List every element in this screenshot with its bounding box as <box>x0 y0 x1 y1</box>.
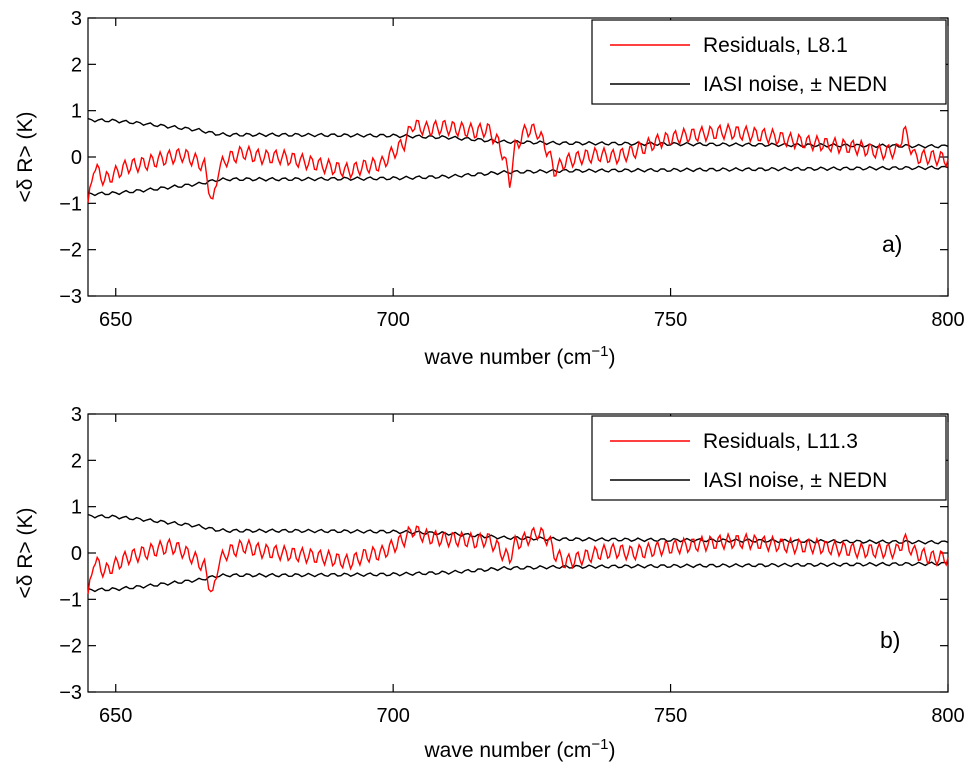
y-tick-label: −3 <box>59 286 82 308</box>
y-axis-label: <δ R> (K) <box>14 111 37 202</box>
legend-label-residuals: Residuals, L11.3 <box>703 430 858 453</box>
series-line-residuals <box>87 525 949 595</box>
x-axis-label: wave number (cm−1) <box>424 736 616 763</box>
y-tick-label: −1 <box>59 589 82 611</box>
panel-a: 650 700 750 800 −3 −2 −1 0 1 2 3 Residuals, L8.1 I… <box>14 8 965 369</box>
x-tick-label: 800 <box>931 309 964 331</box>
x-tick-label: 750 <box>654 705 687 727</box>
series-line-noise-upper <box>87 117 949 149</box>
x-tick-label: 650 <box>99 309 132 331</box>
y-tick-label: 0 <box>71 147 82 169</box>
legend: Residuals, L11.3 IASI noise, ± NEDN <box>591 415 947 501</box>
legend-label-noise: IASI noise, ± NEDN <box>703 73 887 96</box>
panel-b: 650 700 750 800 −3 −2 −1 0 1 2 3 Residuals, L11.3 … <box>14 404 965 762</box>
legend-box <box>591 19 947 105</box>
x-axis-label-sup: −1 <box>591 736 608 753</box>
x-tick-label: 700 <box>376 309 409 331</box>
x-tick-label: 700 <box>376 705 409 727</box>
ticks: 650 700 750 800 −3 −2 −1 0 1 2 3 <box>59 8 965 331</box>
x-tick-label: 650 <box>99 705 132 727</box>
x-axis-label-tail: ) <box>609 739 616 762</box>
x-axis-label-main: wave number (cm <box>424 739 592 762</box>
y-tick-label: 0 <box>71 543 82 565</box>
y-tick-label: 1 <box>71 497 82 519</box>
y-tick-label: −2 <box>59 636 82 658</box>
panel-label: b) <box>880 627 900 653</box>
y-tick-label: −2 <box>59 240 82 262</box>
y-tick-label: 3 <box>71 8 82 30</box>
y-tick-label: 2 <box>71 54 82 76</box>
x-axis-label-main: wave number (cm <box>424 346 592 369</box>
panel-label: a) <box>882 231 902 257</box>
y-tick-label: 1 <box>71 101 82 123</box>
series-line-residuals <box>87 118 949 203</box>
legend-label-residuals: Residuals, L8.1 <box>703 34 848 57</box>
y-tick-label: 3 <box>71 404 82 426</box>
series-line-noise-lower <box>87 165 949 197</box>
x-axis-label-sup: −1 <box>591 343 608 360</box>
legend-box <box>591 415 947 501</box>
x-axis-label-tail: ) <box>609 346 616 369</box>
series-line-noise-lower <box>87 561 949 593</box>
x-tick-label: 800 <box>931 705 964 727</box>
series <box>87 513 949 595</box>
y-tick-label: 2 <box>71 450 82 472</box>
x-axis-label: wave number (cm−1) <box>424 343 616 370</box>
legend-label-noise: IASI noise, ± NEDN <box>703 469 887 492</box>
y-axis-label: <δ R> (K) <box>14 507 37 598</box>
series <box>87 117 949 203</box>
legend: Residuals, L8.1 IASI noise, ± NEDN <box>591 19 947 105</box>
ticks: 650 700 750 800 −3 −2 −1 0 1 2 3 <box>59 404 965 727</box>
x-tick-label: 750 <box>654 309 687 331</box>
y-tick-label: −3 <box>59 682 82 704</box>
y-tick-label: −1 <box>59 193 82 215</box>
